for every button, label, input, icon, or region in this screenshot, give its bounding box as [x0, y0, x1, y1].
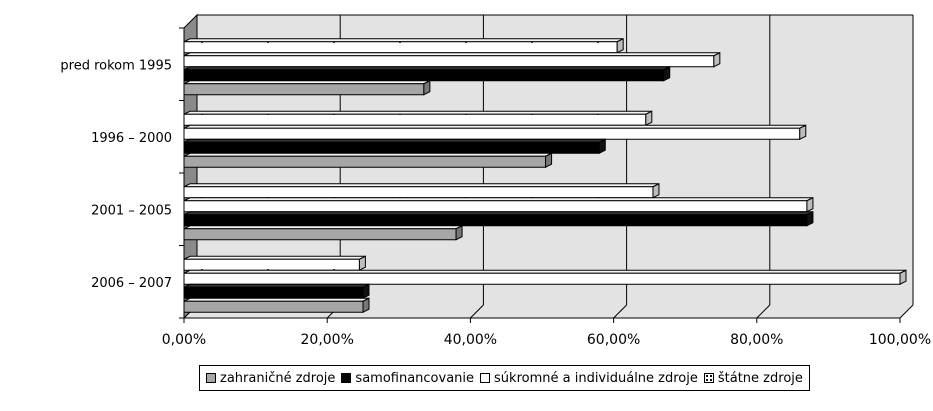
legend-label-samofinancovanie: samofinancovanie: [355, 370, 475, 386]
legend-swatch-statne-zdroje: [703, 373, 714, 383]
legend-label-zahranicne-zdroje: zahraničné zdroje: [220, 370, 336, 386]
bar-zahranicne-zdroje-pred-rokom-1995: [183, 79, 431, 96]
x-tick-label-0: 0,00%: [162, 332, 206, 348]
bar-samofinancovanie-pred-rokom-1995: [183, 65, 671, 82]
category-labels: pred rokom 1995 1996 – 2000 2001 – 2005 200…: [60, 58, 172, 291]
bar-statne-zdroje-2006-2007: [183, 255, 366, 272]
bars: [183, 37, 907, 314]
bar-chart: pred rokom 1995 1996 – 2000 2001 – 2005 200…: [60, 13, 931, 348]
bar-sukromne-a-individualne-zdroje-2006-2007: [183, 269, 907, 286]
bar-samofinancovanie-2006-2007: [183, 283, 370, 300]
legend-swatch-zahranicne-zdroje: [206, 373, 216, 383]
chart-area: pred rokom 1995 1996 – 2000 2001 – 2005 200…: [60, 13, 931, 348]
x-tick-label-5: 100,00%: [869, 332, 931, 348]
legend-label-statne-zdroje: štátne zdroje: [717, 370, 803, 386]
bar-samofinancovanie-2001-2005: [183, 210, 814, 227]
legend-item-zahranicne-zdroje: zahraničné zdroje: [206, 371, 335, 386]
category-label-2006-2007: 2006 – 2007: [91, 276, 172, 291]
legend-swatch-sukromne-a-individualne-zdroje: [480, 373, 491, 383]
tick-labels: 0,00% 20,00% 40,00% 60,00% 80,00% 100,00%: [162, 332, 931, 348]
x-tick-label-2: 40,00%: [444, 332, 497, 348]
bar-statne-zdroje-1996-2000: [183, 110, 653, 127]
bar-samofinancovanie-1996-2000: [183, 138, 606, 155]
category-label-2001-2005: 2001 – 2005: [91, 203, 172, 218]
bar-zahranicne-zdroje-1996-2000: [183, 152, 553, 169]
legend: zahraničné zdroje samofinancovanie súkromn…: [199, 365, 810, 391]
category-label-pred-rokom-1995: pred rokom 1995: [60, 58, 172, 73]
legend-item-samofinancovanie: samofinancovanie: [341, 371, 474, 386]
bar-statne-zdroje-2001-2005: [183, 182, 660, 199]
legend-swatch-samofinancovanie: [341, 373, 352, 383]
legend-item-sukromne-a-individualne-zdroje: súkromné a individuálne zdroje: [480, 371, 698, 386]
bar-sukromne-a-individualne-zdroje-1996-2000: [183, 124, 807, 141]
x-tick-label-1: 20,00%: [301, 332, 354, 348]
bar-sukromne-a-individualne-zdroje-2001-2005: [183, 196, 814, 213]
bar-statne-zdroje-pred-rokom-1995: [183, 37, 624, 54]
bar-zahranicne-zdroje-2006-2007: [183, 297, 370, 314]
bar-zahranicne-zdroje-2001-2005: [183, 224, 463, 241]
x-tick-label-3: 60,00%: [587, 332, 640, 348]
category-label-1996-2000: 1996 – 2000: [91, 131, 172, 146]
x-tick-label-4: 80,00%: [730, 332, 783, 348]
legend-item-statne-zdroje: štátne zdroje: [703, 370, 803, 386]
bar-sukromne-a-individualne-zdroje-pred-rokom-1995: [183, 51, 721, 68]
legend-label-sukromne-a-individualne-zdroje: súkromné a individuálne zdroje: [494, 370, 698, 386]
